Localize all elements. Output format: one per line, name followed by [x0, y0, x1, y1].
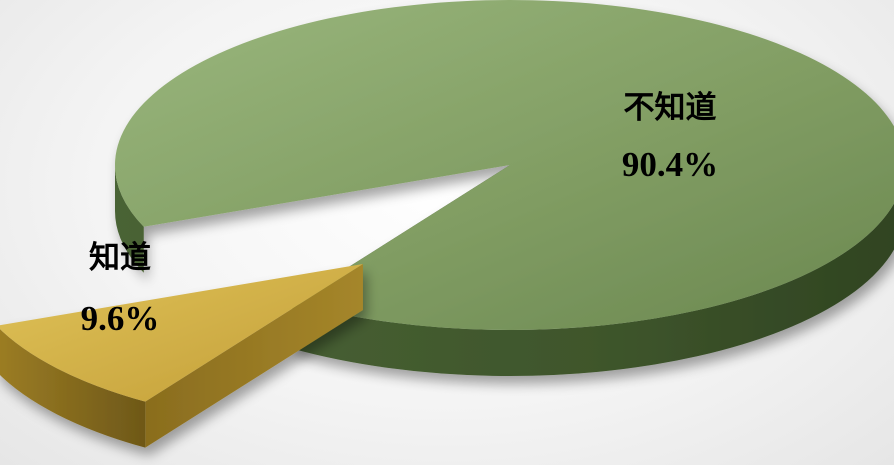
slice-value-bu-zhidao: 90.4%: [622, 145, 718, 184]
pie-slice-bu-zhidao-top: [115, 0, 894, 330]
slice-label-zhidao: 知道: [89, 240, 151, 276]
pie-slice-zhidao-top: [0, 263, 363, 402]
pie-slice-zhidao: [0, 263, 363, 448]
pie-slice-zhidao-cut-face: [145, 263, 363, 448]
slice-value-zhidao: 9.6%: [81, 299, 160, 338]
slice-label-bu-zhidao: 不知道: [624, 90, 717, 126]
pie-slice-zhidao-side: [0, 329, 146, 448]
